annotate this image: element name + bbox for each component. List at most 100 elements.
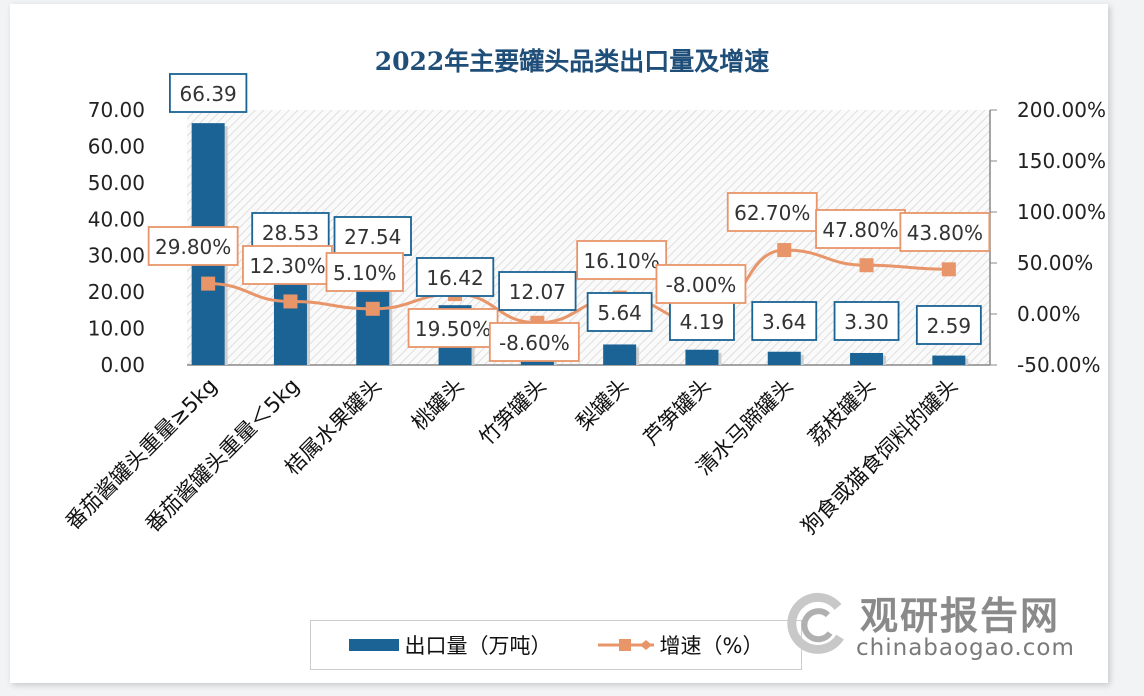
growth-data-label-text: 12.30%	[249, 254, 325, 278]
right-tick-label: 100.00%	[1017, 200, 1106, 224]
category-label: 番茄酱罐头重量≥5kg	[61, 374, 222, 535]
category-label: 番茄酱罐头重量＜5kg	[141, 374, 304, 537]
right-tick-label: 50.00%	[1017, 251, 1093, 275]
left-tick-label: 60.00	[88, 134, 145, 158]
line-swatch-icon	[597, 639, 654, 651]
growth-data-label: 43.80%	[899, 212, 991, 252]
bar-data-label-box	[586, 292, 653, 332]
left-tick-label: 50.00	[88, 171, 145, 195]
growth-data-label-box	[815, 209, 906, 249]
growth-data-label-box	[325, 252, 404, 292]
legend-item-growth[interactable]: 增速（%）	[597, 630, 763, 660]
growth-data-label-text: 29.80%	[155, 235, 231, 259]
bar	[932, 355, 966, 365]
growth-marker	[365, 301, 380, 316]
growth-data-label: 29.80%	[147, 226, 239, 266]
growth-data-label-box	[488, 322, 580, 362]
legend-item-volume[interactable]: 出口量（万吨）	[348, 630, 552, 660]
bar-data-label-text: 27.54	[344, 225, 401, 249]
right-tick-label: 150.00%	[1017, 149, 1106, 173]
bar-data-label-box	[751, 301, 818, 341]
category-label: 芦笋罐头	[639, 374, 715, 450]
growth-data-label-text: 47.80%	[822, 218, 898, 242]
growth-data-label: -8.00%	[655, 264, 747, 304]
growth-data-label-box	[576, 240, 668, 280]
growth-data-label-text: 62.70%	[734, 201, 810, 225]
bar-data-label-text: 2.59	[927, 314, 972, 338]
growth-data-label-text: -8.60%	[499, 331, 570, 355]
bar-data-label-text: 5.64	[597, 301, 642, 325]
bar-data-label: 3.30	[833, 301, 900, 341]
bar-swatch-icon	[348, 639, 399, 651]
bar-data-label-box	[415, 257, 495, 297]
watermark-cn: 观研报告网	[860, 594, 1061, 638]
growth-data-label-text: 5.10%	[333, 261, 397, 285]
bar-data-label-text: 28.53	[262, 221, 319, 245]
chart-title: 2022年主要罐头品类出口量及增速	[374, 47, 770, 76]
growth-data-label-box	[899, 212, 991, 252]
growth-data-label-text: -8.00%	[666, 273, 737, 297]
bar-data-label: 66.39	[168, 73, 248, 113]
left-tick-label: 10.00	[88, 317, 145, 341]
growth-data-label: 62.70%	[726, 192, 818, 232]
category-label: 荔枝罐头	[804, 374, 880, 450]
legend-label: 出口量（万吨）	[404, 634, 552, 658]
bar-data-label-box	[168, 73, 248, 113]
bar-data-label-text: 3.64	[762, 310, 807, 334]
bar-data-label-box	[498, 271, 577, 311]
bar-data-label: 3.64	[751, 301, 818, 341]
bar-data-label: 28.53	[251, 212, 330, 252]
bar-data-label: 4.19	[669, 301, 735, 341]
watermark-en: chinabaogao.com	[856, 635, 1075, 661]
growth-marker	[777, 243, 792, 258]
bar-data-label-box	[833, 301, 900, 341]
left-tick-label: 20.00	[88, 280, 145, 304]
growth-marker	[941, 262, 956, 277]
growth-data-label-box	[726, 192, 818, 232]
bar-data-label: 12.07	[498, 271, 577, 311]
bar-data-label: 2.59	[915, 305, 982, 345]
left-tick-label: 0.00	[100, 353, 145, 377]
growth-marker	[283, 294, 298, 309]
right-tick-label: 200.00%	[1017, 98, 1106, 122]
category-label: 梨罐头	[572, 374, 634, 436]
category-label: 狗食或猫食饲料的罐头	[797, 374, 962, 539]
bar	[850, 352, 884, 365]
growth-data-label-text: 19.50%	[415, 317, 491, 341]
bar-data-label: 27.54	[333, 216, 412, 256]
legend: 出口量（万吨） 增速（%）	[310, 620, 802, 670]
watermark: 观研报告网 chinabaogao.com	[780, 585, 1100, 665]
growth-marker	[859, 258, 874, 273]
growth-marker	[201, 276, 216, 291]
bar-data-label: 16.42	[415, 257, 495, 297]
category-label: 桃罐头	[407, 374, 469, 436]
bar-data-label-text: 3.30	[844, 310, 889, 334]
right-tick-label: 0.00%	[1017, 302, 1081, 326]
bar-data-label-text: 16.42	[426, 266, 483, 290]
bar-data-label-text: 12.07	[509, 280, 566, 304]
left-tick-label: 70.00	[88, 98, 145, 122]
growth-data-label: -8.60%	[488, 322, 580, 362]
bar-data-label-text: 66.39	[180, 82, 237, 106]
growth-data-label: 16.10%	[576, 240, 668, 280]
growth-data-label-box	[147, 226, 239, 266]
bar-data-label-box	[333, 216, 412, 256]
watermark-logo-icon	[787, 592, 844, 654]
bar-data-label-box	[669, 301, 735, 341]
bar	[767, 351, 801, 365]
bar	[685, 349, 719, 365]
left-tick-label: 40.00	[88, 207, 145, 231]
bar-data-label-text: 4.19	[680, 310, 725, 334]
growth-line	[208, 248, 949, 325]
growth-data-label: 47.80%	[815, 209, 906, 249]
category-label: 竹笋罐头	[475, 374, 551, 450]
growth-data-label-text: 43.80%	[907, 221, 983, 245]
bar-data-label: 5.64	[586, 292, 653, 332]
growth-data-label: 19.50%	[407, 308, 499, 348]
bar	[603, 344, 637, 365]
right-tick-label: -50.00%	[1017, 353, 1100, 377]
growth-data-label: 5.10%	[325, 252, 404, 292]
growth-data-label: 12.30%	[242, 245, 333, 285]
left-tick-label: 30.00	[88, 244, 145, 268]
